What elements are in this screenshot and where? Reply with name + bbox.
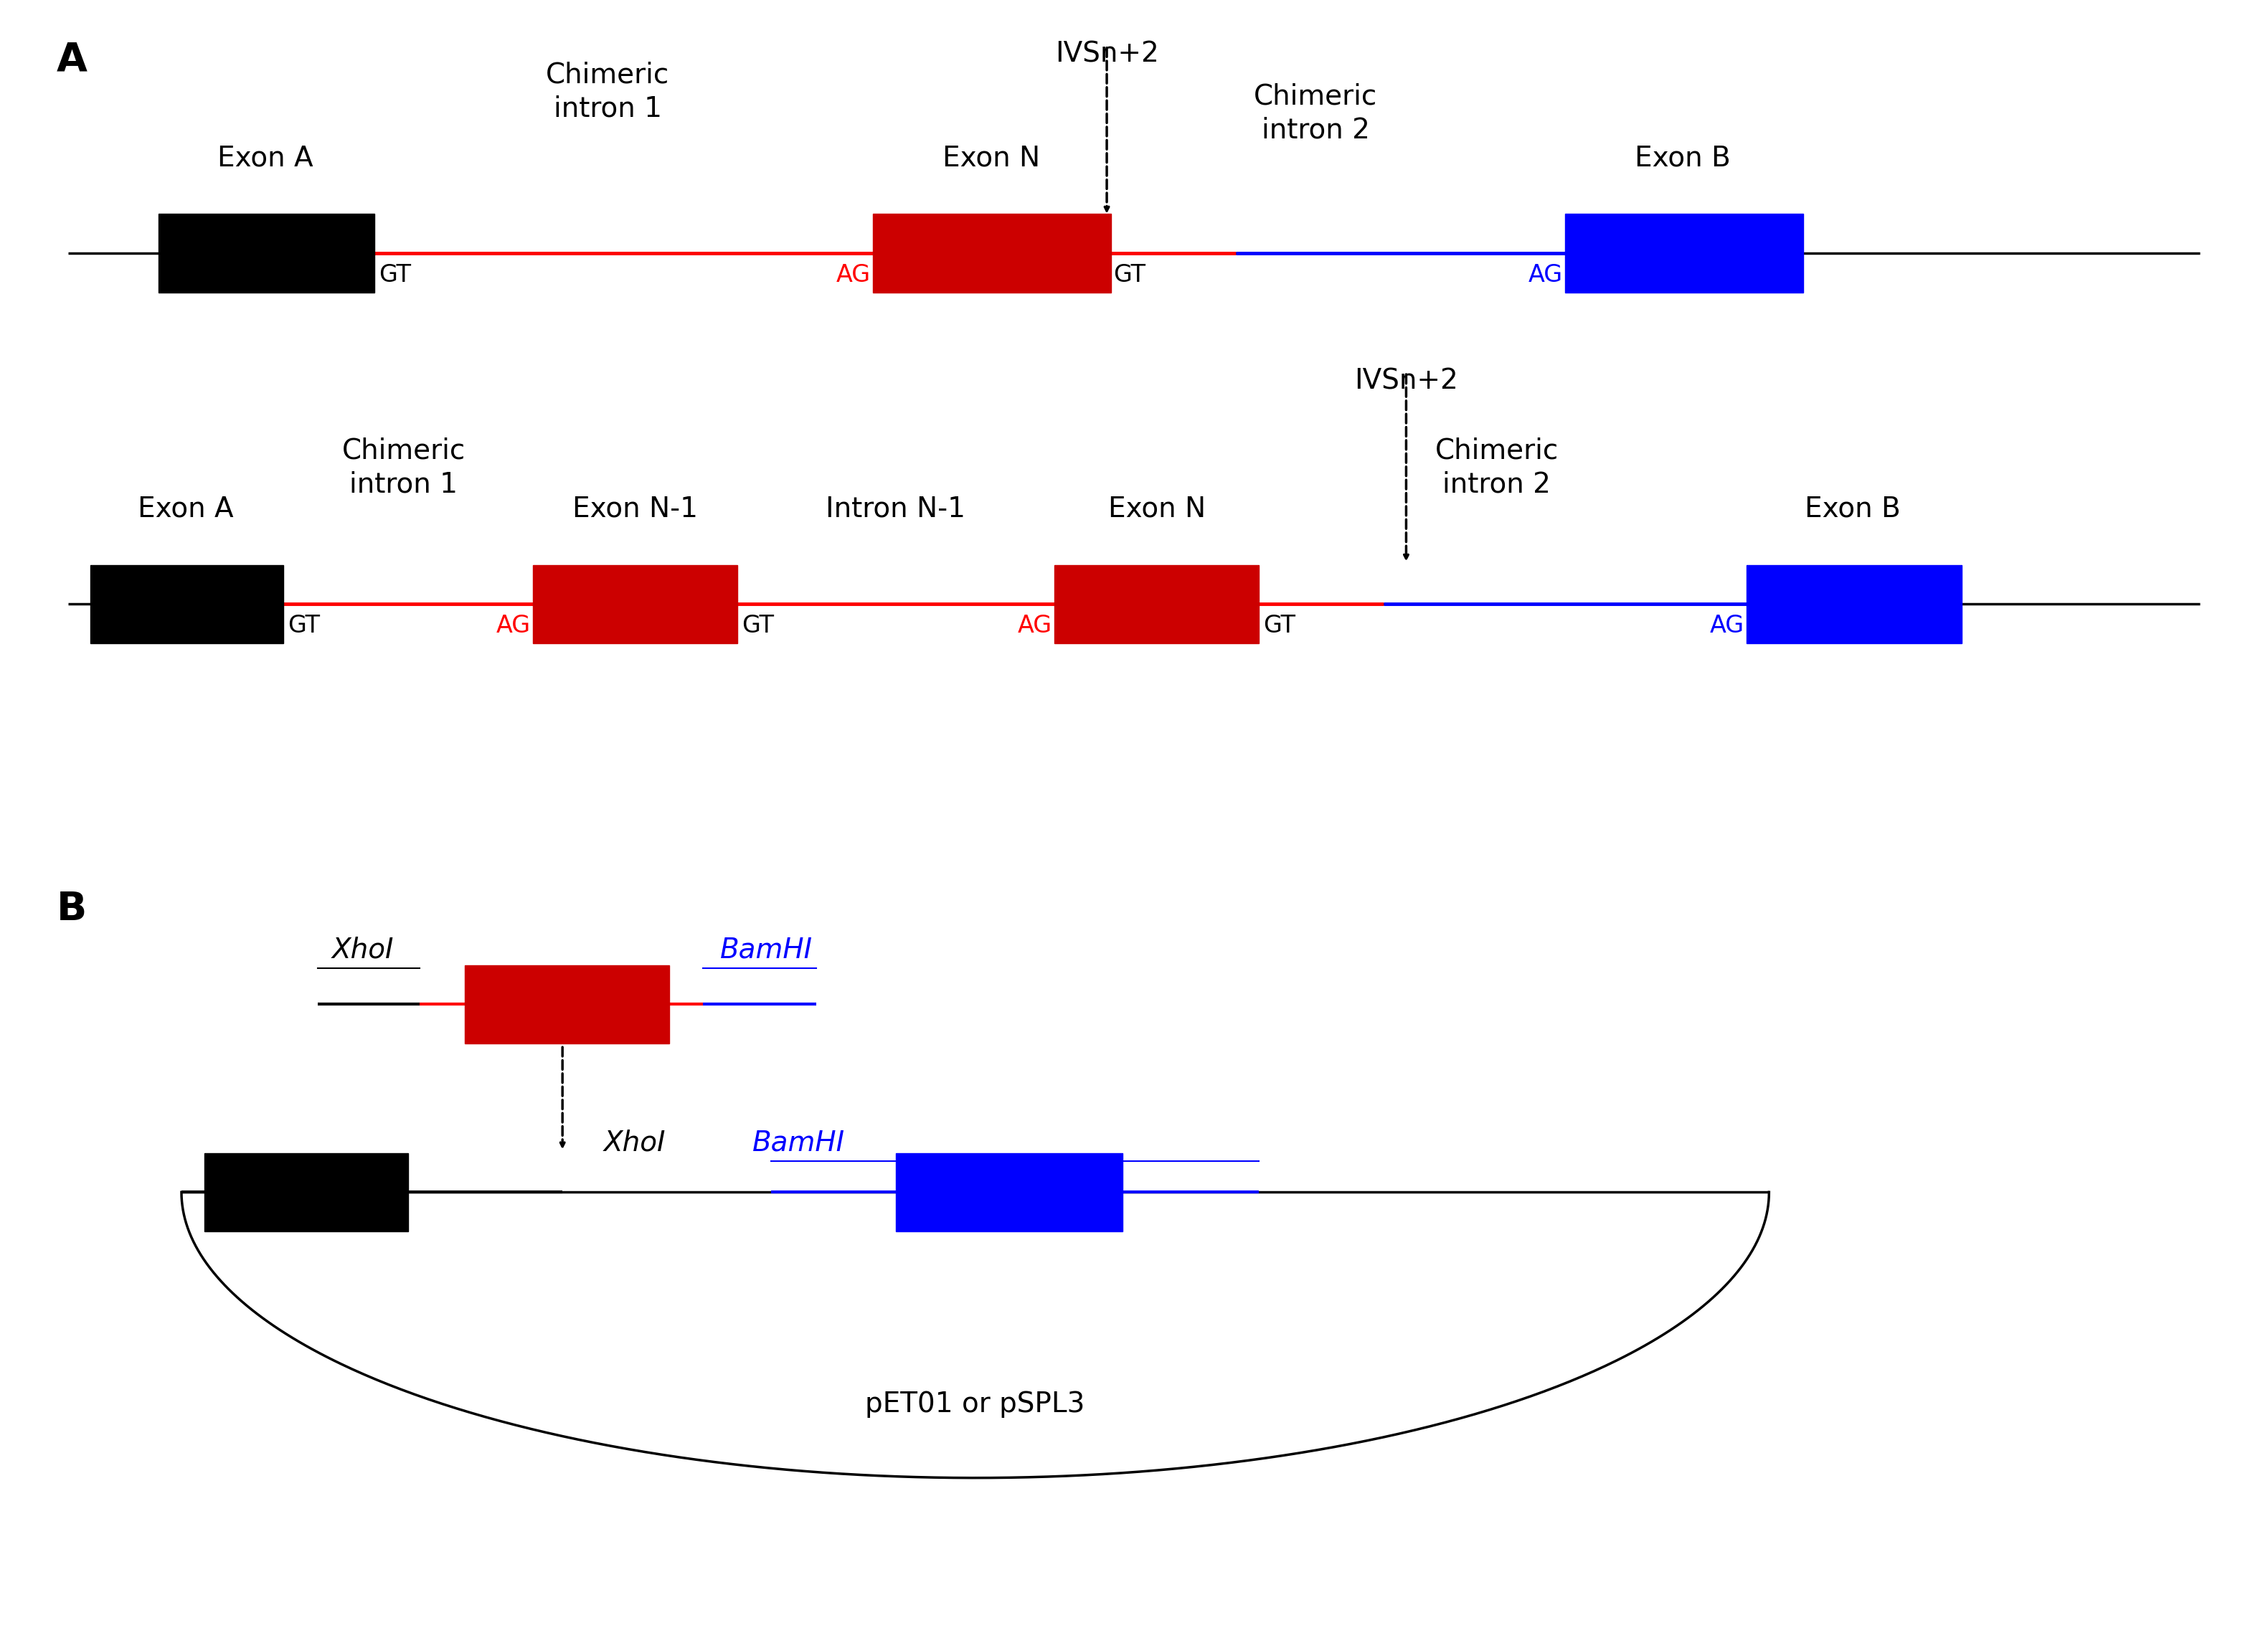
Text: Chimeric
intron 1: Chimeric intron 1 bbox=[342, 438, 465, 498]
Bar bbox=[159, 214, 374, 292]
Text: GT: GT bbox=[742, 614, 773, 637]
Text: A: A bbox=[57, 41, 88, 80]
Text: AG: AG bbox=[837, 263, 871, 286]
Bar bbox=[204, 1153, 408, 1231]
Text: XhoI: XhoI bbox=[331, 936, 395, 963]
Text: AG: AG bbox=[1529, 263, 1563, 286]
Text: GT: GT bbox=[1114, 263, 1145, 286]
Text: AG: AG bbox=[1018, 614, 1052, 637]
Text: Exon B: Exon B bbox=[1635, 144, 1730, 171]
Text: IVSn+2: IVSn+2 bbox=[1354, 367, 1458, 395]
Bar bbox=[896, 1153, 1123, 1231]
Text: GT: GT bbox=[288, 614, 320, 637]
Text: Chimeric
intron 1: Chimeric intron 1 bbox=[547, 62, 669, 122]
Text: BamHI: BamHI bbox=[721, 936, 812, 963]
Text: AG: AG bbox=[1710, 614, 1744, 637]
Bar bbox=[465, 965, 669, 1043]
Text: GT: GT bbox=[379, 263, 411, 286]
Text: Chimeric
intron 2: Chimeric intron 2 bbox=[1436, 438, 1558, 498]
Text: Exon B: Exon B bbox=[1805, 495, 1901, 523]
Bar bbox=[873, 214, 1111, 292]
Text: Exon N: Exon N bbox=[1107, 495, 1207, 523]
Text: IVSn+2: IVSn+2 bbox=[1055, 41, 1159, 69]
Text: pET01 or pSPL3: pET01 or pSPL3 bbox=[866, 1391, 1084, 1417]
Text: Exon A: Exon A bbox=[218, 144, 313, 171]
Bar bbox=[1055, 565, 1259, 643]
Text: Intron N-1: Intron N-1 bbox=[826, 495, 966, 523]
Text: Exon N-1: Exon N-1 bbox=[572, 495, 699, 523]
Bar bbox=[91, 565, 284, 643]
Text: XhoI: XhoI bbox=[603, 1128, 667, 1156]
Text: Chimeric
intron 2: Chimeric intron 2 bbox=[1254, 83, 1377, 144]
Text: BamHI: BamHI bbox=[753, 1128, 844, 1156]
Bar bbox=[533, 565, 737, 643]
Text: B: B bbox=[57, 890, 86, 929]
Text: Exon A: Exon A bbox=[138, 495, 234, 523]
Bar bbox=[1565, 214, 1803, 292]
Text: Exon N: Exon N bbox=[941, 144, 1041, 171]
Bar bbox=[1746, 565, 1962, 643]
Text: AG: AG bbox=[497, 614, 531, 637]
Text: GT: GT bbox=[1263, 614, 1295, 637]
